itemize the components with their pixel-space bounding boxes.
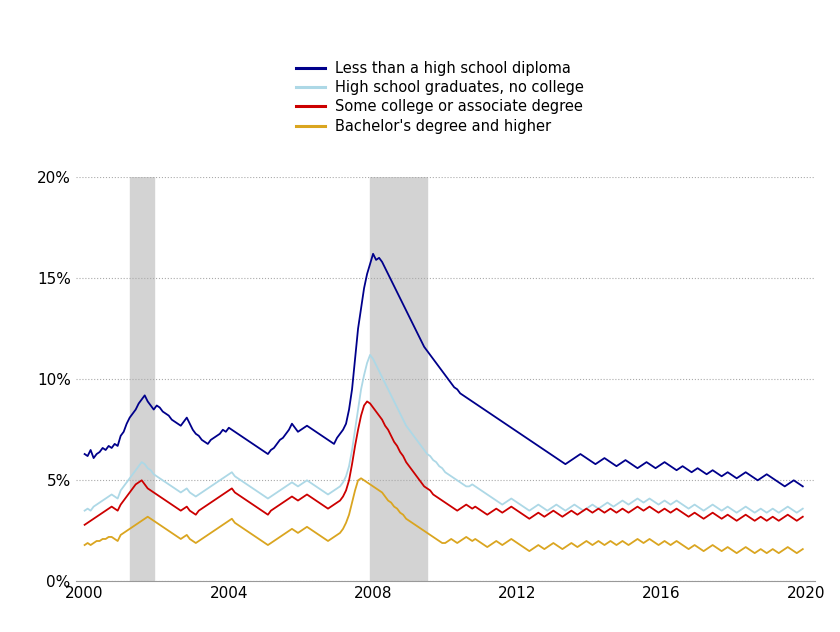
Bar: [370, 177, 428, 581]
Legend: Less than a high school diploma, High school graduates, no college, Some college: Less than a high school diploma, High sc…: [290, 55, 590, 140]
Bar: [129, 177, 154, 581]
